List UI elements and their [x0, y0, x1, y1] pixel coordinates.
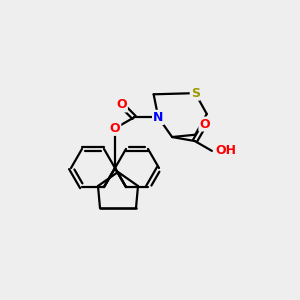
Text: S: S — [191, 87, 200, 100]
Text: O: O — [110, 122, 120, 135]
Text: O: O — [116, 98, 127, 112]
Text: N: N — [153, 111, 164, 124]
Text: O: O — [200, 118, 210, 130]
Text: N: N — [153, 111, 164, 124]
Text: OH: OH — [216, 144, 237, 158]
